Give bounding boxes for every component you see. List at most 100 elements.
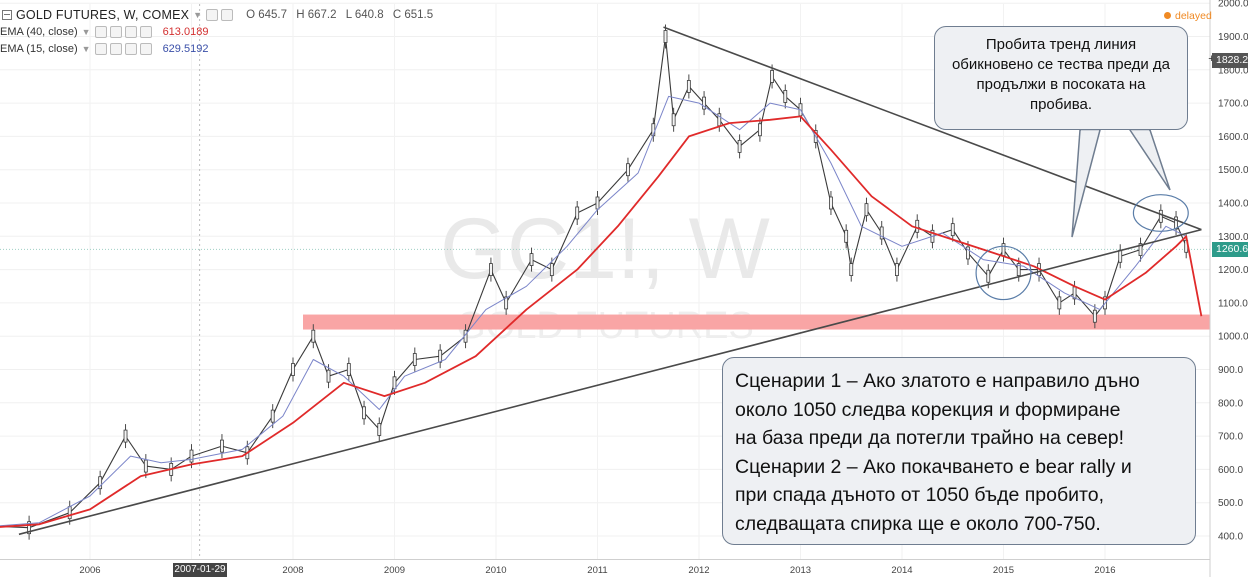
price-tick-label: 700.0 [1218,432,1243,443]
price-candle-body [346,363,351,376]
crosshair-date-badge: 2007-01-29 [173,563,227,577]
eye-icon[interactable] [221,8,234,21]
price-candle-body [189,449,194,463]
price-candle-body [671,113,676,127]
price-candle-body [1174,216,1178,230]
price-candle-body [270,409,275,423]
price-candle-body [1118,249,1123,263]
support-zone-band [303,314,1210,330]
ema15-label[interactable]: EMA (15, close) [0,42,78,55]
price-candle-body [529,253,534,267]
ohlc-open: O 645.7 [246,8,288,21]
more-icon[interactable] [139,25,152,38]
price-candle-body [1001,243,1006,257]
price-tick-label: 800.0 [1218,398,1243,409]
price-candle-body [626,163,630,177]
trendline-callout-text: Пробита тренд линия обикновено се тества… [951,36,1171,113]
scenario-line: около 1050 следва корекция и формиране [735,398,1121,421]
highlight-ellipse [1132,194,1189,232]
price-tick-label: 1900.0 [1218,32,1248,43]
ohlc-low: L 640.8 [345,8,384,21]
close-icon[interactable] [124,25,137,38]
highlight-ellipse [975,245,1032,301]
price-candle-body [966,246,970,260]
time-tick-label: 2012 [688,565,709,576]
legend-ema15-row[interactable]: EMA (15, close) ▼ 629.5192 [0,40,439,57]
ohlc-close: C 651.5 [392,8,434,21]
trendline-callout: Пробита тренд линия обикновено се тества… [934,26,1188,130]
more-icon[interactable] [139,42,152,55]
time-tick-label: 2006 [79,565,100,576]
time-tick-label: 2013 [790,565,811,576]
price-candle-body [291,363,295,376]
price-candle-body [392,376,397,390]
price-candle-body [829,196,833,210]
ema40-label[interactable]: EMA (40, close) [0,25,78,38]
callout-pointer [1071,129,1101,238]
time-tick-label: 2011 [587,565,607,576]
settings-icon[interactable] [94,42,107,55]
price-candle-body [362,406,366,420]
price-tick-label: 1600.0 [1218,132,1248,143]
price-tick-label: 500.0 [1218,498,1243,509]
delayed-status: delayed [1164,10,1212,22]
callout-pointer [1128,129,1171,191]
price-candle-body [1057,296,1062,310]
price-tick-label: 1300.0 [1218,232,1248,243]
price-axis: 400.0 500.0 600.0 700.0 800.0 900.0 1000.0 1100… [1209,0,1248,577]
price-candle-body [737,139,742,153]
scenario-line: следващата спирка ще е около 700-750. [735,512,1101,535]
price-candle-body [575,206,580,220]
price-candle-body [326,369,331,383]
price-candle-body [849,263,854,277]
settings-icon[interactable] [206,8,219,21]
time-axis: 2006 2008 2009 2010 2011 2012 2013 2014 2015 2016 [0,559,1210,576]
scenario-line: при спада дъното от 1050 бъде пробито, [735,484,1105,506]
price-candle-body [311,329,316,343]
price-candle-body [1016,263,1021,277]
trendline [18,228,1202,536]
eye-icon[interactable] [109,25,122,38]
price-candle-body [143,459,148,473]
price-tick-label: 1100.0 [1218,298,1248,309]
symbol-title[interactable]: GOLD FUTURES, W, COMEX [16,7,190,22]
price-tick-label: 1200.0 [1218,265,1248,276]
price-candle-body [489,263,493,277]
price-candle-body [123,429,128,443]
price-tick-label: 900.0 [1218,365,1243,376]
price-candle-body [1158,209,1163,223]
price-candle-body [1092,309,1097,323]
price-candle-body [438,349,443,363]
price-candle-body [915,219,920,233]
ohlc-high: H 667.2 [296,8,337,21]
price-candle-body [98,476,103,490]
time-tick-label: 2008 [282,565,303,576]
price-candle-body [770,70,774,83]
eye-icon[interactable] [109,42,122,55]
time-tick-label: 2009 [384,565,405,576]
time-tick-label: 2015 [993,565,1014,576]
price-candle-body [758,123,762,137]
chevron-down-icon[interactable]: ▼ [81,43,91,54]
close-icon[interactable] [124,42,137,55]
legend-ema40-row[interactable]: EMA (40, close) ▼ 613.0189 [0,23,439,40]
price-candle-body [844,229,849,243]
scenario-line: на база преди да потегли трайно на север… [735,427,1125,449]
time-tick-label: 2016 [1094,565,1115,576]
collapse-icon[interactable] [2,9,12,20]
chart-series [0,24,1203,540]
price-candle-body [504,296,509,310]
legend-main-row[interactable]: GOLD FUTURES, W, COMEX ▼ O 645.7 H 667.2… [0,6,439,23]
price-candle-body [986,269,991,283]
add-alert-icon[interactable]: + [1206,53,1217,66]
price-tick-label: 1500.0 [1218,165,1248,176]
price-tick-label: 400.0 [1218,532,1243,543]
settings-icon[interactable] [94,25,107,38]
chevron-down-icon[interactable]: ▼ [193,9,203,20]
time-tick-label: 2010 [485,565,506,576]
scenario-line: Сценарии 1 – Ако златото е направило дън… [735,370,1140,392]
high-price-label: 1828.2 [1212,53,1248,69]
price-candle-body [377,423,382,436]
chevron-down-icon[interactable]: ▼ [81,26,91,37]
